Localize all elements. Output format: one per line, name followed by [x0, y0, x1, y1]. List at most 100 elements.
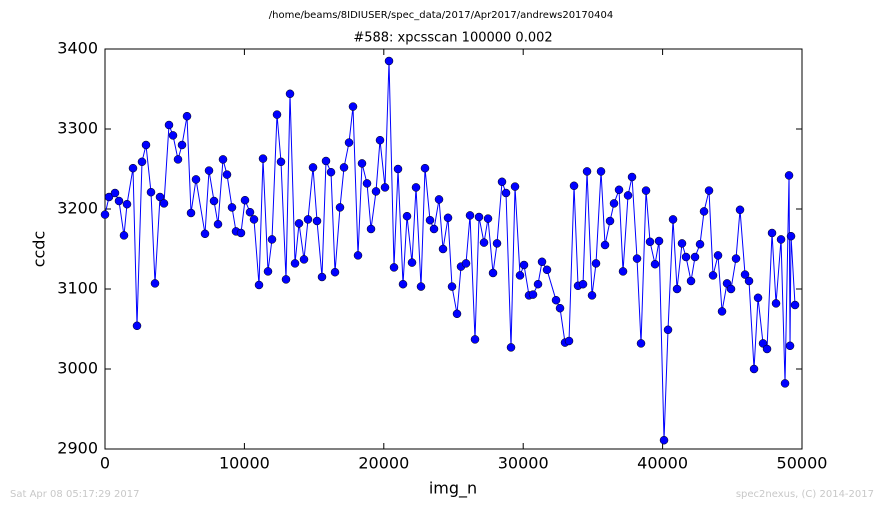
data-point	[429, 224, 439, 234]
data-point	[104, 192, 114, 202]
data-point	[533, 279, 543, 289]
data-point	[605, 216, 615, 226]
data-point	[627, 172, 637, 182]
data-point	[209, 196, 219, 206]
data-point	[200, 229, 210, 239]
data-point	[735, 205, 745, 215]
data-point	[492, 239, 502, 248]
data-point	[551, 295, 561, 305]
data-point	[762, 344, 772, 354]
data-point	[393, 164, 403, 174]
data-point	[654, 236, 664, 246]
data-point	[510, 182, 520, 191]
data-point	[452, 309, 462, 319]
data-point	[155, 192, 165, 202]
data-point	[227, 203, 237, 212]
data-point	[515, 271, 525, 280]
data-point	[564, 336, 574, 346]
data-point	[159, 199, 169, 208]
data-point	[726, 284, 736, 294]
data-point	[771, 299, 781, 308]
data-point	[497, 177, 507, 187]
data-point	[245, 207, 255, 217]
data-point	[407, 258, 417, 267]
data-point	[636, 339, 646, 348]
data-point	[753, 293, 763, 303]
data-point	[659, 435, 669, 445]
data-point	[569, 181, 579, 191]
data-point	[353, 251, 363, 260]
data-point	[677, 239, 687, 248]
data-point	[790, 300, 800, 310]
x-tick-label: 20000	[358, 454, 409, 473]
data-point	[470, 335, 480, 344]
data-point	[218, 155, 228, 164]
data-point	[348, 102, 358, 111]
data-point	[699, 207, 709, 216]
data-point	[366, 224, 376, 234]
data-point	[479, 238, 489, 247]
data-point	[299, 255, 309, 264]
data-point	[182, 111, 192, 121]
data-point	[312, 216, 322, 226]
data-point	[488, 268, 498, 278]
data-point	[222, 170, 232, 179]
data-point	[713, 251, 723, 260]
data-point	[461, 259, 471, 268]
data-point	[686, 276, 696, 286]
data-point	[204, 166, 214, 175]
data-point	[690, 252, 700, 262]
data-point	[623, 191, 633, 200]
data-point	[695, 239, 705, 249]
data-point	[596, 167, 606, 176]
data-point	[114, 196, 124, 206]
data-point	[618, 267, 628, 276]
data-point	[717, 307, 727, 316]
data-point	[146, 187, 156, 197]
x-tick-label: 50000	[777, 454, 828, 473]
data-point	[344, 138, 354, 147]
data-point	[110, 188, 120, 198]
data-point	[249, 215, 259, 224]
data-point	[465, 211, 475, 220]
data-point	[213, 219, 223, 229]
data-point	[420, 163, 430, 173]
data-point	[317, 272, 327, 282]
x-tick-label: 0	[100, 454, 110, 473]
data-point	[506, 343, 516, 352]
data-point	[438, 244, 448, 254]
data-point	[128, 163, 138, 173]
data-point	[164, 120, 174, 130]
data-point	[263, 267, 273, 276]
footer-left: Sat Apr 08 05:17:29 2017	[10, 489, 140, 500]
y-axis-label: ccdc	[30, 231, 49, 268]
data-point	[308, 163, 318, 172]
data-point	[600, 240, 610, 250]
data-point	[357, 159, 367, 168]
data-point	[663, 325, 673, 335]
data-point	[254, 280, 264, 290]
data-point	[780, 379, 790, 388]
plot-frame	[104, 48, 803, 450]
data-point	[785, 341, 795, 351]
data-point	[708, 271, 718, 280]
data-point	[767, 228, 777, 238]
y-tick-label: 3400	[57, 39, 98, 58]
data-point	[731, 254, 741, 263]
data-point	[641, 186, 651, 195]
data-point	[784, 171, 794, 180]
data-point	[276, 157, 286, 167]
data-point	[303, 215, 313, 224]
data-point	[474, 212, 484, 222]
data-point	[519, 260, 529, 270]
data-point	[384, 56, 394, 66]
data-point	[294, 219, 304, 228]
data-point	[672, 284, 682, 294]
footer-right: spec2nexus, (C) 2014-2017	[736, 489, 874, 500]
data-point	[744, 276, 754, 286]
data-point	[330, 267, 340, 277]
suptitle: /home/beams/8IDIUSER/spec_data/2017/Apr2…	[269, 10, 613, 21]
data-point	[632, 254, 642, 263]
data-point	[416, 282, 426, 291]
